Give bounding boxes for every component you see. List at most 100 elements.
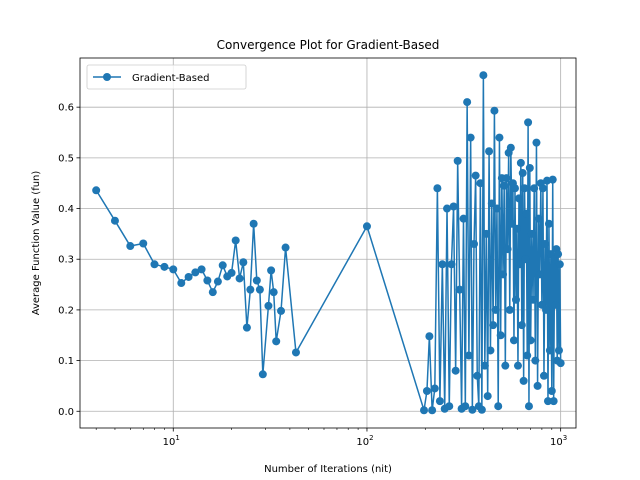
data-point (545, 346, 554, 355)
y-tick-label: 0.4 (58, 204, 74, 215)
data-point (169, 265, 178, 274)
data-point (252, 276, 261, 285)
data-point (267, 266, 276, 275)
data-point (514, 194, 523, 203)
x-tick-label: 102 (356, 434, 373, 448)
data-point (430, 384, 439, 393)
data-point (549, 397, 558, 406)
series-layer (92, 71, 565, 415)
data-point (422, 387, 431, 395)
data-point (496, 331, 505, 340)
data-point (523, 351, 532, 360)
data-point (534, 214, 543, 223)
data-point (494, 402, 503, 411)
data-point (463, 98, 472, 107)
data-point (530, 184, 539, 193)
data-point (521, 255, 530, 264)
data-point (547, 387, 556, 395)
data-point (471, 171, 480, 180)
data-point (524, 402, 533, 411)
data-point (428, 406, 437, 415)
data-point (495, 133, 504, 142)
data-point (507, 219, 516, 228)
data-point (235, 274, 244, 283)
data-point (492, 204, 501, 213)
data-point (420, 406, 428, 415)
data-point (518, 169, 527, 178)
data-point (438, 260, 447, 269)
data-point (246, 285, 255, 294)
x-tick-label: 101 (163, 434, 180, 448)
data-point (479, 71, 488, 80)
data-point (513, 361, 522, 370)
data-point (522, 209, 531, 218)
data-point (177, 279, 186, 288)
data-point (539, 371, 548, 380)
data-point (501, 361, 510, 370)
data-point (191, 268, 200, 277)
data-point (277, 306, 286, 315)
data-point (126, 242, 135, 251)
data-point (500, 181, 509, 190)
data-point (160, 262, 169, 271)
data-point (491, 305, 500, 314)
data-point (291, 348, 300, 357)
y-tick-label: 0.0 (58, 407, 74, 418)
y-axis-label: Average Function Value (fun) (31, 171, 42, 316)
data-point (255, 285, 264, 294)
data-point (487, 199, 496, 208)
data-point (218, 261, 227, 270)
data-point (208, 288, 217, 297)
y-ticks: 0.0 0.1 0.2 0.3 0.4 0.5 0.6 (58, 103, 80, 418)
data-point (505, 305, 514, 314)
data-point (425, 332, 434, 341)
data-point (515, 260, 524, 269)
data-point (435, 397, 444, 406)
data-point (453, 156, 462, 165)
legend-label: Gradient-Based (132, 73, 209, 84)
data-point (139, 239, 148, 248)
data-point (542, 305, 550, 314)
data-point (258, 370, 267, 379)
legend-box (86, 64, 247, 90)
y-tick-label: 0.1 (58, 356, 74, 367)
y-tick-label: 0.6 (58, 103, 74, 114)
data-point (213, 277, 222, 286)
data-point (502, 174, 511, 183)
data-point (110, 216, 119, 225)
data-point (455, 285, 464, 294)
data-point (543, 397, 552, 406)
data-point (468, 405, 477, 414)
data-point (535, 270, 544, 279)
data-point (231, 236, 240, 245)
data-point (548, 175, 557, 184)
data-point (531, 356, 540, 365)
y-tick-label: 0.3 (58, 255, 74, 266)
data-point (490, 106, 499, 115)
y-tick-label: 0.2 (58, 305, 74, 316)
data-point (433, 184, 442, 193)
data-point (445, 402, 454, 411)
data-point (264, 301, 273, 310)
data-point (466, 133, 475, 142)
data-point (503, 245, 512, 254)
data-point (540, 240, 549, 249)
x-tick-label: 103 (550, 434, 567, 448)
data-point (281, 243, 290, 252)
data-point (551, 300, 560, 309)
data-point (272, 337, 281, 346)
data-point (473, 371, 482, 380)
data-point (150, 260, 159, 269)
data-point (554, 346, 563, 355)
data-point (529, 295, 538, 304)
data-point (538, 184, 547, 193)
data-point (239, 258, 248, 267)
data-point (269, 288, 278, 297)
data-point (519, 376, 528, 385)
data-point (449, 202, 458, 211)
data-point (527, 229, 536, 238)
data-point (480, 361, 489, 370)
data-point (544, 219, 553, 228)
data-point (92, 186, 101, 195)
data-point (485, 147, 494, 156)
